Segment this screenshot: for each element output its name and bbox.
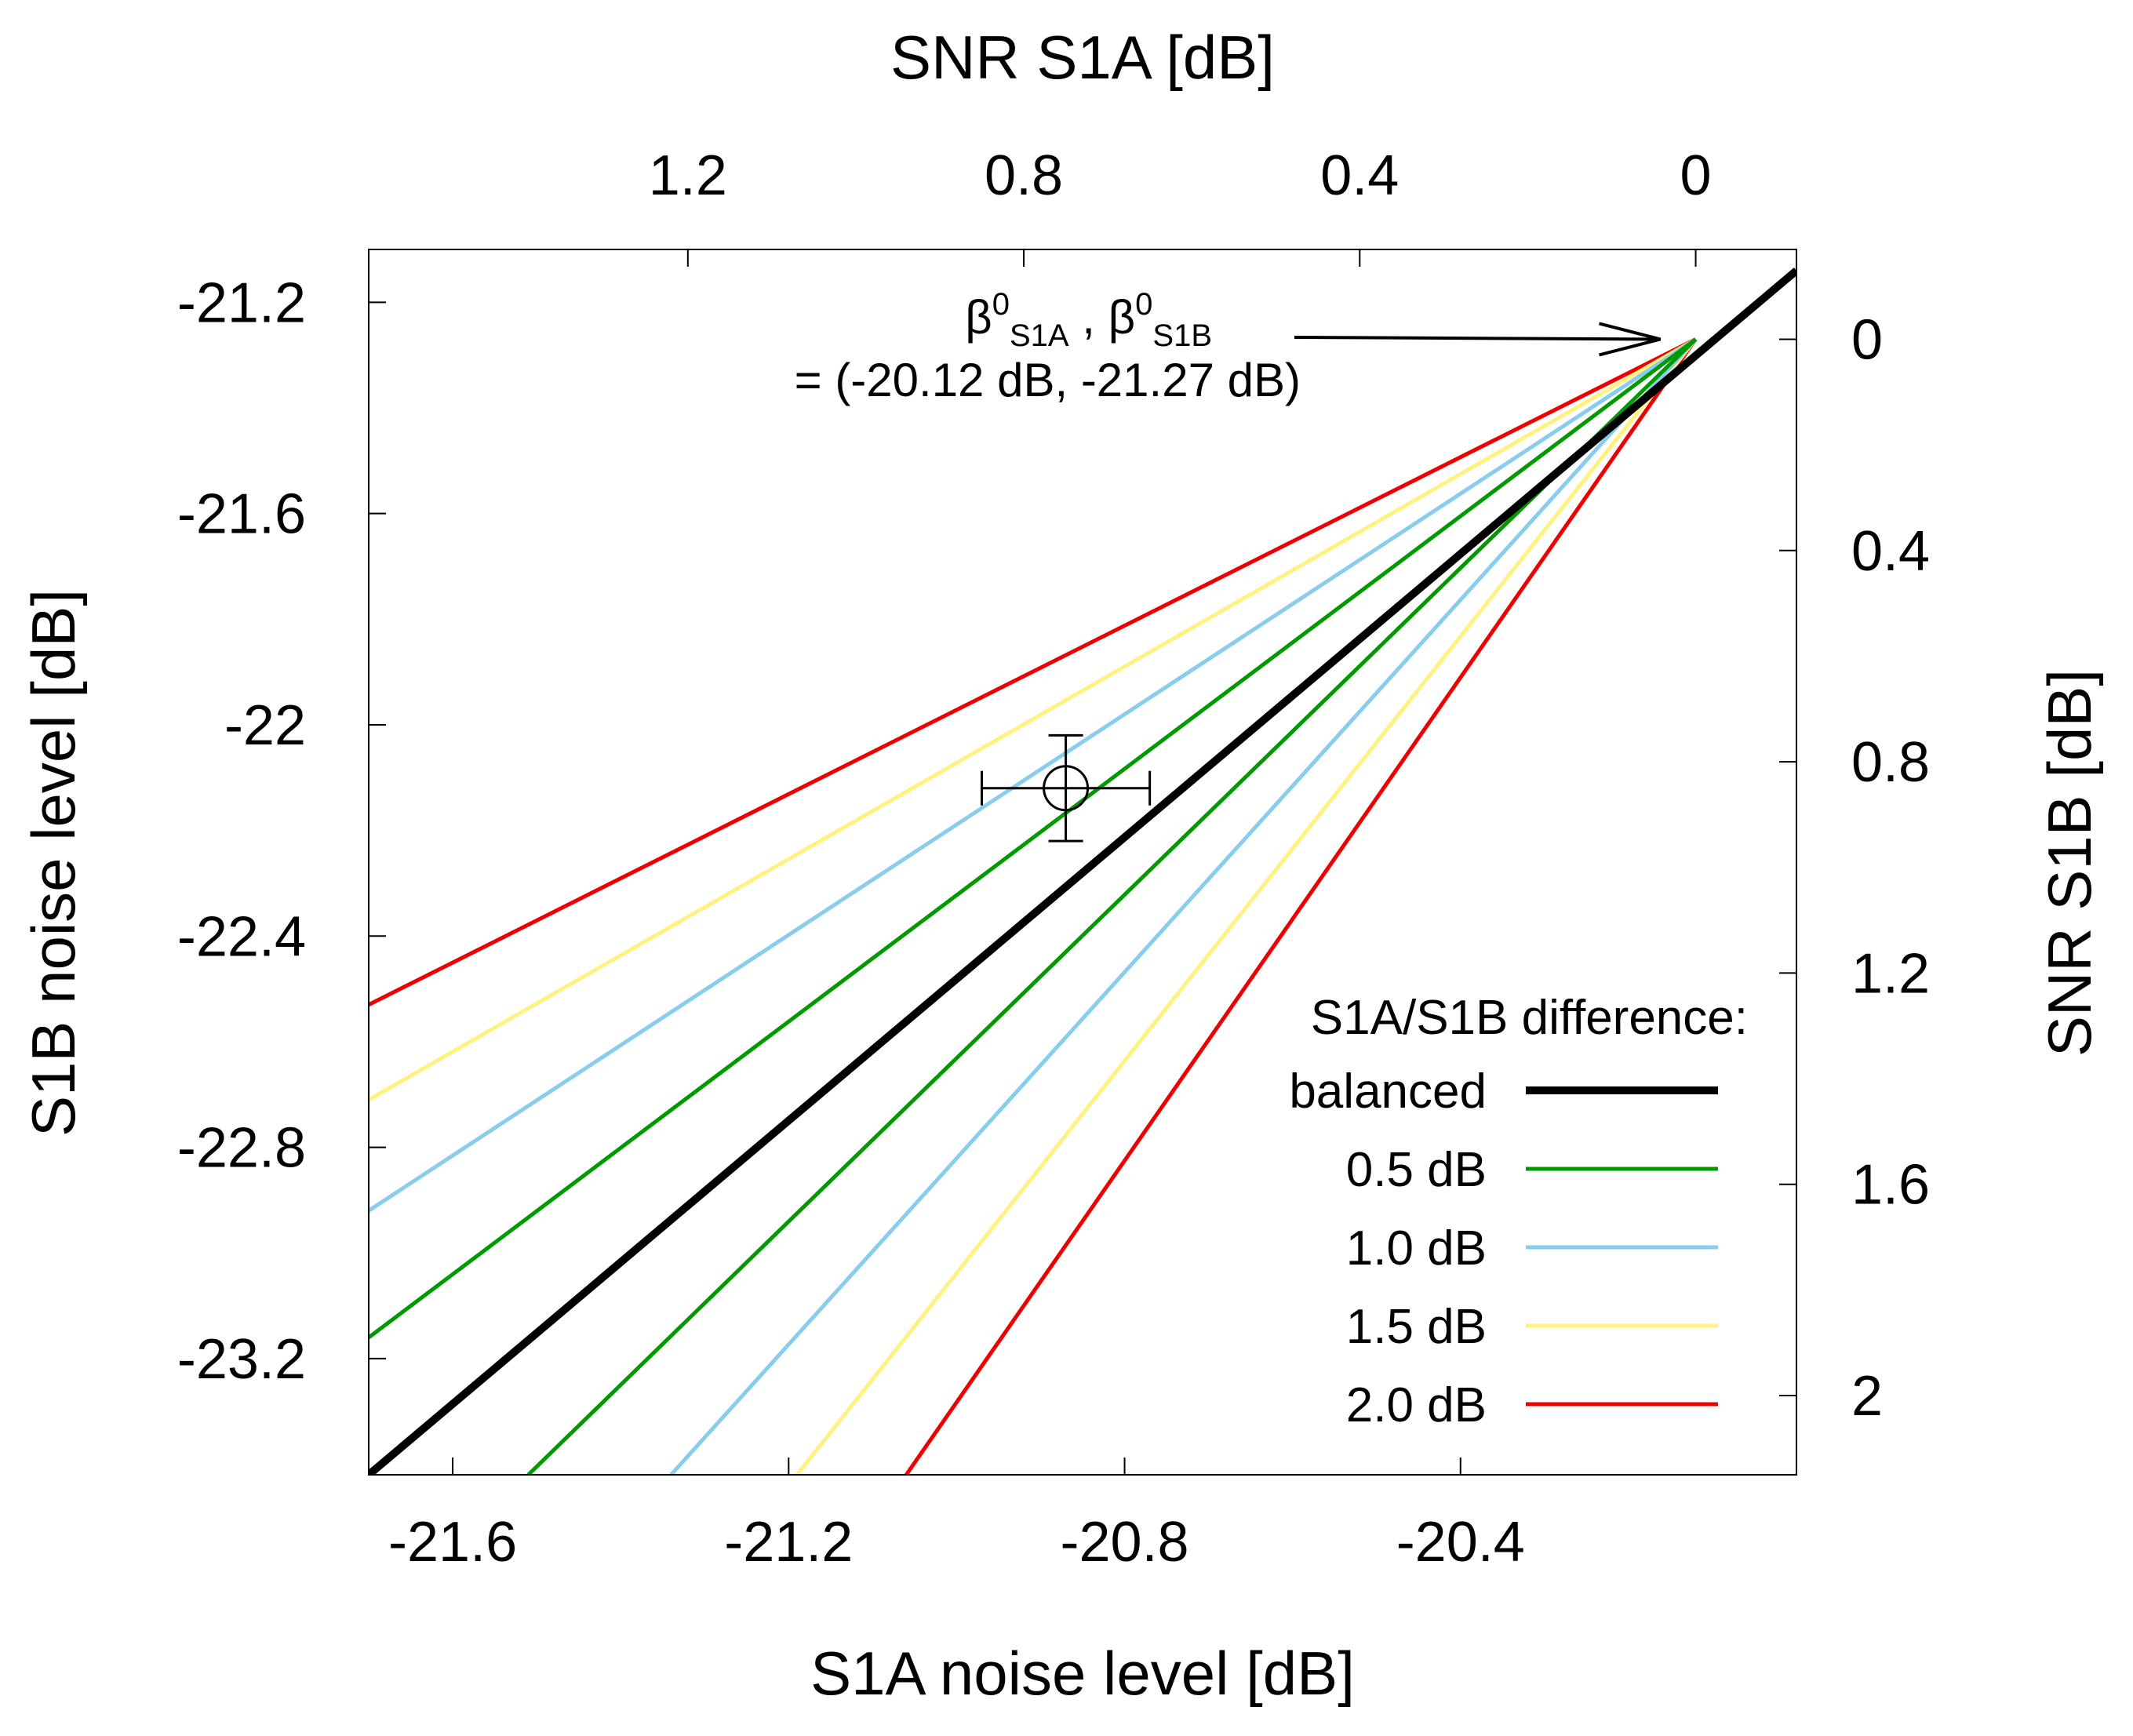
y-tick-label: -21.6 xyxy=(177,483,306,546)
series-line-lower xyxy=(526,337,1698,1475)
series-line-lower xyxy=(905,338,1698,1475)
y2-tick-label: 2 xyxy=(1851,1365,1883,1428)
y2-tick-label: 1.2 xyxy=(1851,942,1930,1005)
annotation-arrowhead xyxy=(1599,322,1662,357)
annotation-coords: = (-20.12 dB, -21.27 dB) xyxy=(795,354,1301,406)
y-tick-label: -22 xyxy=(224,694,306,757)
legend-items: balanced 0.5 dB 1.0 dB 1.5 dB 2.0 dB xyxy=(1289,1065,1718,1432)
y2-tick-label: 0.4 xyxy=(1851,520,1930,583)
y-axis-title: S1B noise level [dB] xyxy=(19,589,88,1137)
x-tick-label: -21.2 xyxy=(724,1511,853,1574)
series-line-upper xyxy=(369,337,1697,1102)
x-axis-title: S1A noise level [dB] xyxy=(810,1639,1355,1708)
legend-label: balanced xyxy=(1289,1065,1487,1119)
series-line-lower xyxy=(795,337,1698,1475)
y-tick-label: -22.4 xyxy=(177,905,306,968)
legend-label: 1.0 dB xyxy=(1346,1221,1487,1276)
x2-tick-label: 0.8 xyxy=(985,144,1063,207)
legend-title: S1A/S1B difference: xyxy=(1311,991,1748,1045)
legend-label: 1.5 dB xyxy=(1346,1300,1487,1354)
y2-tick-label: 0 xyxy=(1851,308,1883,371)
y-tick-label: -23.2 xyxy=(177,1328,306,1391)
series-line-balanced xyxy=(369,267,1796,1475)
x-tick-label: -20.4 xyxy=(1396,1511,1525,1574)
series-line-upper xyxy=(369,337,1697,1213)
legend-label: 2.0 dB xyxy=(1346,1378,1487,1432)
annotation-beta-label: β0S1A , β0S1B xyxy=(965,287,1212,353)
series-lines xyxy=(369,267,1796,1475)
y2-axis-title: SNR S1B [dB] xyxy=(2035,669,2104,1057)
annotation-arrow xyxy=(1294,336,1661,341)
series-line-upper xyxy=(369,337,1698,1339)
y-tick-label: -21.2 xyxy=(177,271,306,334)
measurement-point xyxy=(1043,765,1090,812)
y-tick-label: -22.8 xyxy=(177,1117,306,1180)
x2-tick-label: 1.2 xyxy=(649,144,727,207)
tick-marks xyxy=(369,249,1796,1475)
x2-axis-title: SNR S1A [dB] xyxy=(890,23,1275,92)
plot-frame xyxy=(368,249,1797,1476)
legend-label: 0.5 dB xyxy=(1346,1143,1487,1197)
x2-tick-label: 0.4 xyxy=(1320,144,1399,207)
reference-annotation: β0S1A , β0S1B = (-20.12 dB, -21.27 dB) xyxy=(795,287,1662,406)
series-line-lower xyxy=(669,337,1698,1475)
x2-tick-label: 0 xyxy=(1680,144,1712,207)
tick-labels: -21.6 -21.2 -20.8 -20.4 -21.2 -21.6 -22 -22.4 -2… xyxy=(177,144,1930,1574)
x-tick-label: -21.6 xyxy=(388,1511,517,1574)
x-tick-label: -20.8 xyxy=(1060,1511,1188,1574)
y2-tick-label: 0.8 xyxy=(1851,731,1930,794)
legend: S1A/S1B difference: balanced 0.5 dB 1.0 dB… xyxy=(1289,991,1748,1432)
y2-tick-label: 1.6 xyxy=(1851,1154,1930,1217)
measurement-marker xyxy=(981,733,1152,843)
series-line-upper xyxy=(369,337,1697,1007)
